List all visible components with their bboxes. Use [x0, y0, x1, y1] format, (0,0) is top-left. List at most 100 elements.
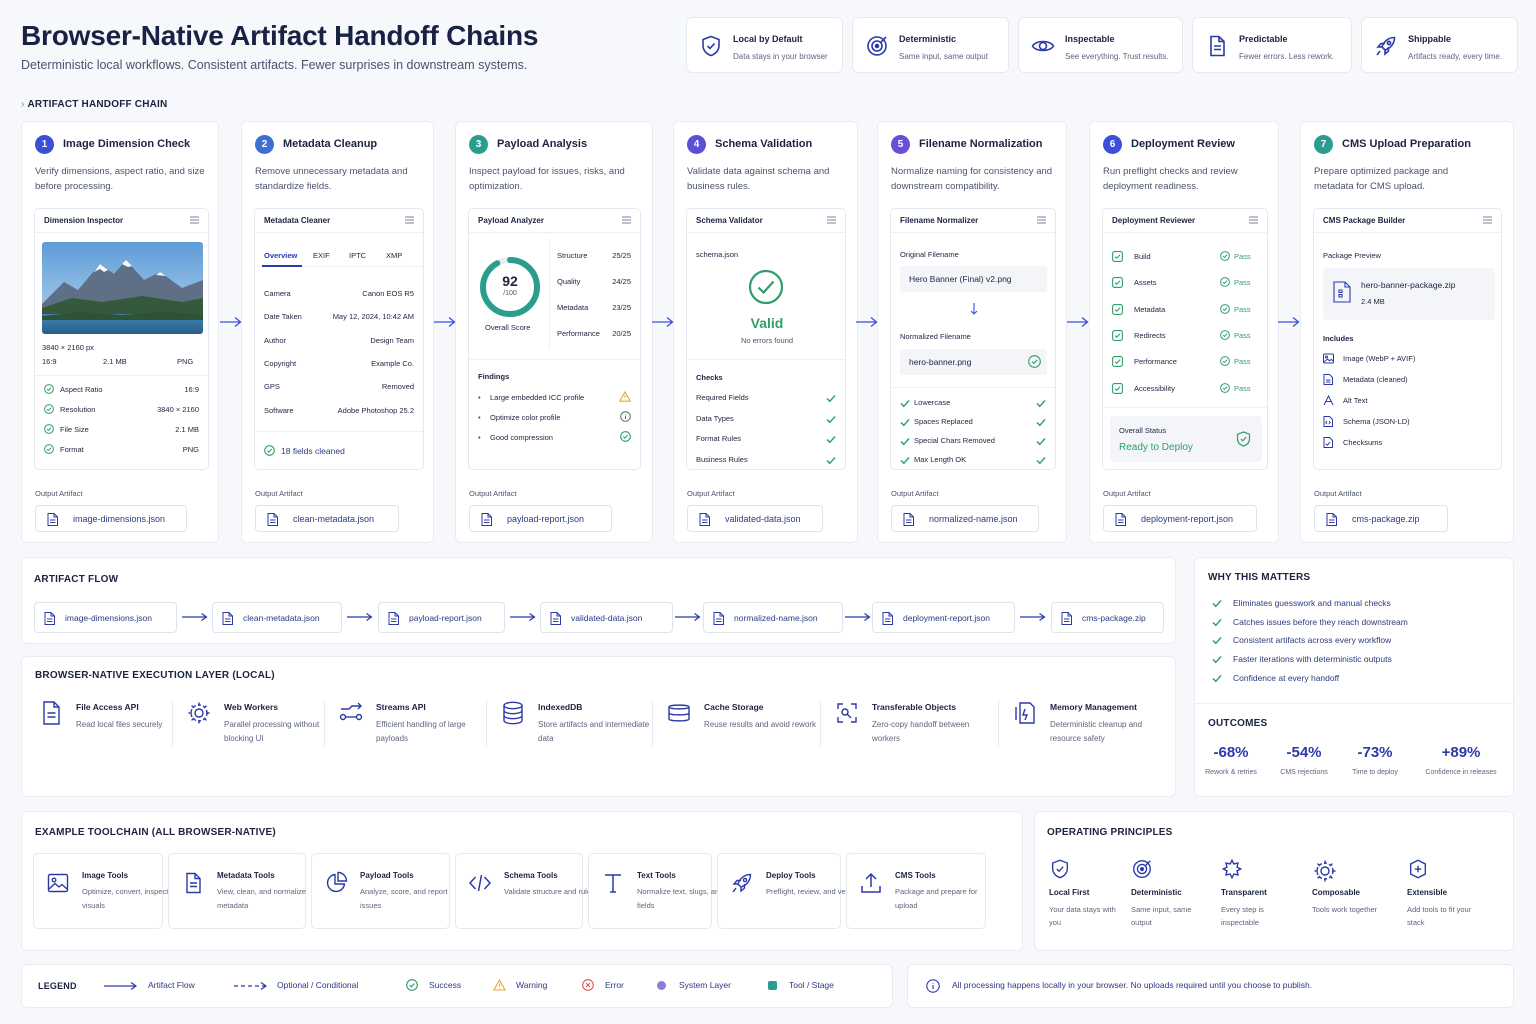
- tool-title: Payload Tools: [360, 871, 414, 880]
- flow-artifact-chip[interactable]: validated-data.json: [540, 602, 673, 633]
- valid-check-icon: [748, 269, 784, 305]
- tool-card[interactable]: Payload Tools Analyze, score, and report …: [311, 853, 450, 929]
- score-gauge: 92 /100: [478, 255, 542, 319]
- finding-label: Optimize color profile: [490, 413, 561, 422]
- image-size-label: 3840 × 2160 px: [42, 343, 94, 352]
- legend-success: Success: [429, 980, 462, 990]
- check-icon: [1212, 655, 1222, 664]
- rocket-icon: [1374, 34, 1398, 58]
- stage-title: Payload Analysis: [497, 138, 588, 150]
- metric-label: Performance: [557, 329, 600, 338]
- principle-sub: Your data stays with you: [1049, 905, 1116, 927]
- feature-title: Local by Default: [733, 34, 803, 44]
- file-icon: [267, 513, 278, 526]
- menu-icon[interactable]: [827, 216, 836, 224]
- metric-row: Structure 25/25: [557, 251, 631, 265]
- storage-icon: [666, 700, 692, 726]
- stage-number: 4: [687, 135, 706, 154]
- outcome-value: -68%: [1213, 744, 1249, 761]
- deploy-check-status: Pass: [1234, 278, 1251, 288]
- finding-label: Good compression: [490, 433, 553, 442]
- tool-card[interactable]: CMS Tools Package and prepare for upload: [846, 853, 986, 929]
- check-icon: [1036, 418, 1046, 427]
- tab-xmp[interactable]: XMP: [386, 251, 403, 260]
- output-artifact[interactable]: image-dimensions.json: [35, 505, 187, 532]
- output-artifact[interactable]: deployment-report.json: [1103, 505, 1257, 532]
- metadata-row: Author Design Team: [264, 336, 414, 350]
- stage-number: 6: [1103, 135, 1122, 154]
- flow-artifact-chip[interactable]: clean-metadata.json: [212, 602, 342, 633]
- warning-icon: [619, 391, 631, 402]
- metadata-value: May 12, 2024, 10:42 AM: [332, 312, 414, 322]
- feature-sub: Artifacts ready, every time.: [1408, 52, 1503, 61]
- metadata-label: GPS: [264, 382, 280, 392]
- feature-sub: Data stays in your browser: [733, 52, 828, 61]
- check-circle-icon: [44, 424, 54, 434]
- metadata-row: Copyright Example Co.: [264, 359, 414, 373]
- output-artifact[interactable]: validated-data.json: [687, 505, 823, 532]
- tab-overview[interactable]: Overview: [264, 251, 298, 260]
- flow-arrow-icon: [347, 612, 373, 622]
- flow-artifact-name: image-dimensions.json: [65, 613, 152, 623]
- metadata-label: Date Taken: [264, 312, 302, 322]
- exec-sub: Parallel processing without blocking UI: [224, 720, 320, 743]
- include-label: Checksums: [1343, 438, 1383, 447]
- tool-card[interactable]: Text Tools Normalize text, slugs, and fie…: [588, 853, 723, 929]
- tool-card[interactable]: Image Tools Optimize, convert, inspect vi…: [33, 853, 168, 929]
- check-square-icon: [1112, 251, 1123, 262]
- flow-artifact-chip[interactable]: normalized-name.json: [703, 602, 843, 633]
- stage-metadata-cleanup: 2 Metadata Cleanup Remove unnecessary me…: [241, 121, 434, 543]
- exec-title: Cache Storage: [704, 702, 764, 712]
- findings-label: Findings: [478, 372, 510, 381]
- note-text: All processing happens locally in your b…: [952, 980, 1313, 990]
- memory-icon: [1012, 700, 1038, 726]
- output-artifact[interactable]: payload-report.json: [469, 505, 612, 532]
- feature-shippable: Shippable Artifacts ready, every time.: [1361, 17, 1518, 73]
- exec-title: Streams API: [376, 702, 426, 712]
- check-circle-icon: [1220, 251, 1230, 261]
- file-icon: [713, 612, 724, 625]
- check-value: PNG: [182, 445, 199, 454]
- check-circle-icon: [1220, 356, 1230, 367]
- tool-card[interactable]: Metadata Tools View, clean, and normalize…: [168, 853, 306, 929]
- file-icon: [903, 513, 914, 526]
- flow-artifact-chip[interactable]: deployment-report.json: [872, 602, 1015, 633]
- flow-artifact-chip[interactable]: cms-package.zip: [1051, 602, 1164, 633]
- tool-stage-square: [768, 981, 777, 990]
- file-icon: [699, 513, 710, 526]
- check-circle-icon: [44, 444, 54, 454]
- flow-artifact-chip[interactable]: payload-report.json: [378, 602, 505, 633]
- stage-title: Metadata Cleanup: [283, 138, 378, 150]
- menu-icon[interactable]: [1037, 216, 1046, 224]
- flow-artifact-chip[interactable]: image-dimensions.json: [34, 602, 177, 633]
- tool-card[interactable]: Deploy Tools Preflight, review, and verif…: [717, 853, 856, 929]
- overall-label: Overall Status: [1119, 426, 1167, 435]
- check-circle-icon: [1220, 382, 1230, 393]
- check-label: Aspect Ratio: [60, 385, 103, 394]
- flow-artifact-name: cms-package.zip: [1082, 613, 1146, 623]
- check-icon: [1212, 636, 1222, 645]
- principles-label: OPERATING PRINCIPLES: [1047, 827, 1173, 838]
- transfer-icon: [834, 700, 860, 726]
- metadata-value: Design Team: [370, 335, 414, 345]
- menu-icon[interactable]: [1483, 216, 1492, 224]
- tab-exif[interactable]: EXIF: [313, 251, 330, 260]
- document-icon: [181, 871, 205, 895]
- output-artifact[interactable]: clean-metadata.json: [255, 505, 399, 532]
- why-text: Catches issues before they reach downstr…: [1233, 616, 1408, 627]
- menu-icon[interactable]: [190, 216, 199, 224]
- menu-icon[interactable]: [622, 216, 631, 224]
- tab-iptc[interactable]: IPTC: [349, 251, 367, 260]
- stage-description: Remove unnecessary metadata and standard…: [255, 166, 408, 192]
- check-icon: [1212, 599, 1222, 608]
- check-circle-icon: [44, 384, 54, 394]
- output-artifact[interactable]: cms-package.zip: [1314, 505, 1448, 532]
- why-text: Eliminates guesswork and manual checks: [1233, 598, 1391, 608]
- tool-card[interactable]: Schema Tools Validate structure and rules: [455, 853, 595, 929]
- output-artifact[interactable]: normalized-name.json: [891, 505, 1039, 532]
- success-icon: [620, 431, 631, 442]
- menu-icon[interactable]: [1249, 216, 1258, 224]
- file-icon: [1061, 612, 1072, 625]
- menu-icon[interactable]: [405, 216, 414, 224]
- outcome-label: Time to deploy: [1352, 769, 1398, 776]
